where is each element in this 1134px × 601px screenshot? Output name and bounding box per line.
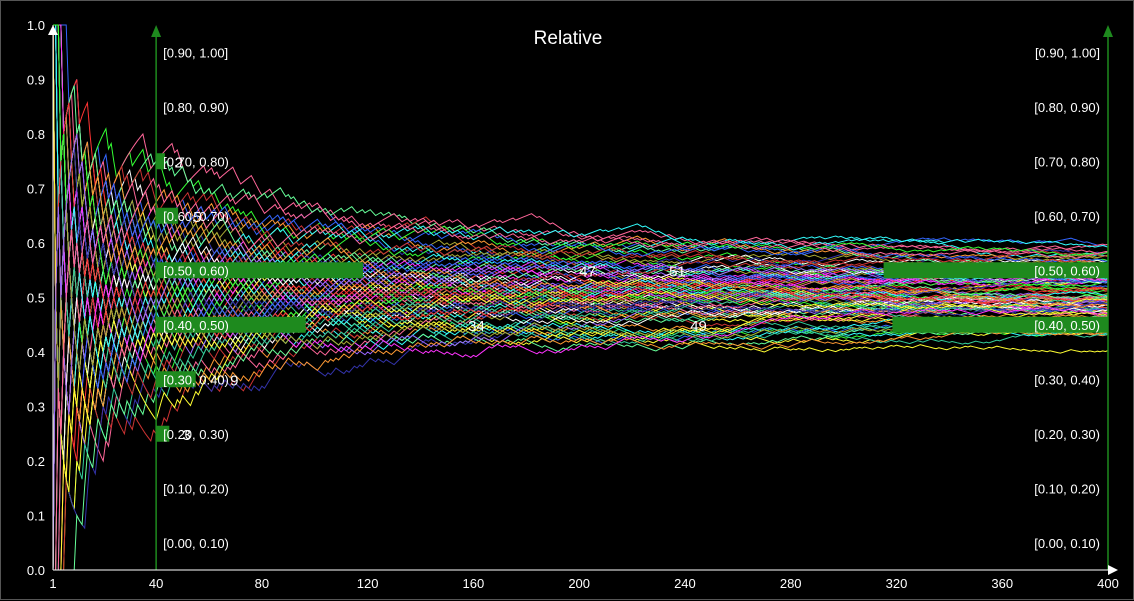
count-label: 49 [690,318,707,335]
series-line [52,133,1109,571]
x-tick-label: 80 [255,576,269,591]
series-line [52,133,1109,571]
series-line [52,24,1109,425]
bin-label: [0.00, 0.10) [163,536,229,551]
histogram-bar [892,316,1108,333]
axes [48,25,1118,575]
bin-label: [0.80, 0.90) [1034,100,1100,115]
bin-label: [0.50, 0.60) [1034,263,1100,278]
y-tick-label: 0.0 [27,563,45,578]
chart-title: Relative [534,28,603,49]
x-tick-label: 400 [1097,576,1119,591]
y-tick-label: 0.6 [27,236,45,251]
count-label: 5 [193,209,201,226]
series-line [52,133,1109,571]
bin-label: [0.90, 1.00] [163,45,228,60]
labels: 0.0 0.1 0.2 0.3 0.4 0.5 0.6 0.7 0.8 0.9 1.0 1 40 80 12… [27,18,1119,591]
x-tick-label: 320 [886,576,908,591]
bin-label: [0.60, 0.70) [1034,209,1100,224]
series-line [52,164,1109,571]
histogram-bar [156,262,363,279]
x-tick-label: 200 [568,576,590,591]
series-line [52,24,1109,330]
series-line [53,181,1109,571]
histogram-axis-arrow [151,25,162,37]
x-tick-label: 240 [674,576,696,591]
series-line [52,133,1109,571]
y-tick-label: 0.8 [27,127,45,142]
bin-label: [0.00, 0.10) [1034,536,1100,551]
series-line [52,161,1109,571]
bin-label: [0.60, 0.70) [163,209,229,224]
y-axis-arrow [48,25,58,35]
bin-label: [0.10, 0.20) [163,481,229,496]
x-tick-label: 120 [357,576,379,591]
count-label: 9 [230,372,238,389]
series-line [53,326,1109,571]
series-line [52,24,1109,462]
bin-label: [0.70, 0.80) [163,154,229,169]
x-tick-label: 40 [149,576,163,591]
series-line [53,177,1109,571]
bin-label: [0.20, 0.30) [1034,427,1100,442]
histogram-bar [156,316,306,333]
bin-label: [0.20, 0.30) [163,427,229,442]
series-line [52,272,1109,571]
series-line [52,206,1109,571]
count-label: 2 [175,154,183,171]
histogram-bar [156,207,179,224]
series-line [52,133,1109,571]
bin-label: [0.40, 0.50) [163,318,229,333]
count-label: 34 [468,318,485,335]
series-line [52,133,1109,571]
histogram-bar [156,371,196,388]
series-line [53,24,1109,272]
x-tick-label: 280 [780,576,802,591]
count-label: 3 [183,427,191,444]
series-line [52,24,1109,298]
bin-label: [0.90, 1.00] [1035,45,1100,60]
histogram-axis-arrow [1103,25,1113,37]
bin-label: [0.50, 0.60) [163,263,229,278]
y-tick-label: 0.3 [27,400,45,415]
series-line [53,24,1109,285]
histogram-bar [156,153,165,170]
series-line [53,24,1109,351]
y-tick-label: 0.2 [27,454,45,469]
series-line [52,24,1109,493]
x-tick-label: 160 [463,576,485,591]
x-axis-arrow [1108,565,1118,575]
y-tick-label: 1.0 [27,18,45,33]
histogram-bar [883,262,1108,279]
series-line [53,24,1109,317]
series-line [53,302,1109,571]
y-tick-label: 0.9 [27,73,45,88]
y-tick-label: 0.7 [27,182,45,197]
bin-label: [0.70, 0.80) [1034,154,1100,169]
x-tick-label: 1 [49,576,56,591]
y-tick-label: 0.4 [27,345,45,360]
histogram-bar [156,425,170,442]
y-tick-label: 0.1 [27,509,45,524]
series-line [52,24,1109,462]
bin-label: [0.10, 0.20) [1034,481,1100,496]
y-tick-label: 0.5 [27,291,45,306]
count-label: 51 [669,263,686,280]
bin-label: [0.30, 0.40) [163,372,229,387]
x-tick-label: 360 [991,576,1013,591]
series-line [52,258,1109,571]
bin-label: [0.30, 0.40) [1034,372,1100,387]
histogram-bars [156,153,1108,442]
bin-label: [0.40, 0.50) [1034,318,1100,333]
count-label: 47 [579,263,596,280]
series-line [52,295,1109,571]
bin-label: [0.80, 0.90) [163,100,229,115]
